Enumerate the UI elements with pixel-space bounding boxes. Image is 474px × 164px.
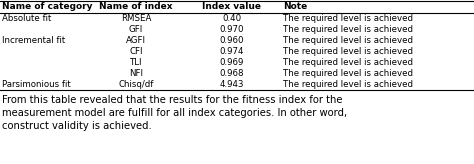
Text: The required level is achieved: The required level is achieved: [283, 47, 413, 56]
Text: Name of category: Name of category: [2, 2, 92, 11]
Text: The required level is achieved: The required level is achieved: [283, 36, 413, 45]
Text: 0.974: 0.974: [220, 47, 244, 56]
Text: The required level is achieved: The required level is achieved: [283, 25, 413, 34]
Text: Index value: Index value: [202, 2, 262, 11]
Text: Name of index: Name of index: [99, 2, 173, 11]
Text: The required level is achieved: The required level is achieved: [283, 14, 413, 23]
Text: The required level is achieved: The required level is achieved: [283, 58, 413, 67]
Text: AGFI: AGFI: [126, 36, 146, 45]
Text: 0.40: 0.40: [222, 14, 242, 23]
Text: Chisq/df: Chisq/df: [118, 80, 154, 89]
Text: 0.969: 0.969: [220, 58, 244, 67]
Text: Parsimonious fit: Parsimonious fit: [2, 80, 71, 89]
Text: The required level is achieved: The required level is achieved: [283, 80, 413, 89]
Text: construct validity is achieved.: construct validity is achieved.: [2, 121, 152, 131]
Text: 0.960: 0.960: [220, 36, 244, 45]
Text: NFI: NFI: [129, 69, 143, 78]
Text: Incremental fit: Incremental fit: [2, 36, 65, 45]
Text: 0.970: 0.970: [220, 25, 244, 34]
Text: Note: Note: [283, 2, 307, 11]
Text: GFI: GFI: [129, 25, 143, 34]
Text: 0.968: 0.968: [220, 69, 244, 78]
Text: Absolute fit: Absolute fit: [2, 14, 51, 23]
Text: TLI: TLI: [130, 58, 142, 67]
Text: RMSEA: RMSEA: [121, 14, 151, 23]
Text: From this table revealed that the results for the fitness index for the: From this table revealed that the result…: [2, 95, 343, 105]
Text: measurement model are fulfill for all index categories. In other word,: measurement model are fulfill for all in…: [2, 108, 347, 118]
Text: CFI: CFI: [129, 47, 143, 56]
Text: The required level is achieved: The required level is achieved: [283, 69, 413, 78]
Text: 4.943: 4.943: [220, 80, 244, 89]
